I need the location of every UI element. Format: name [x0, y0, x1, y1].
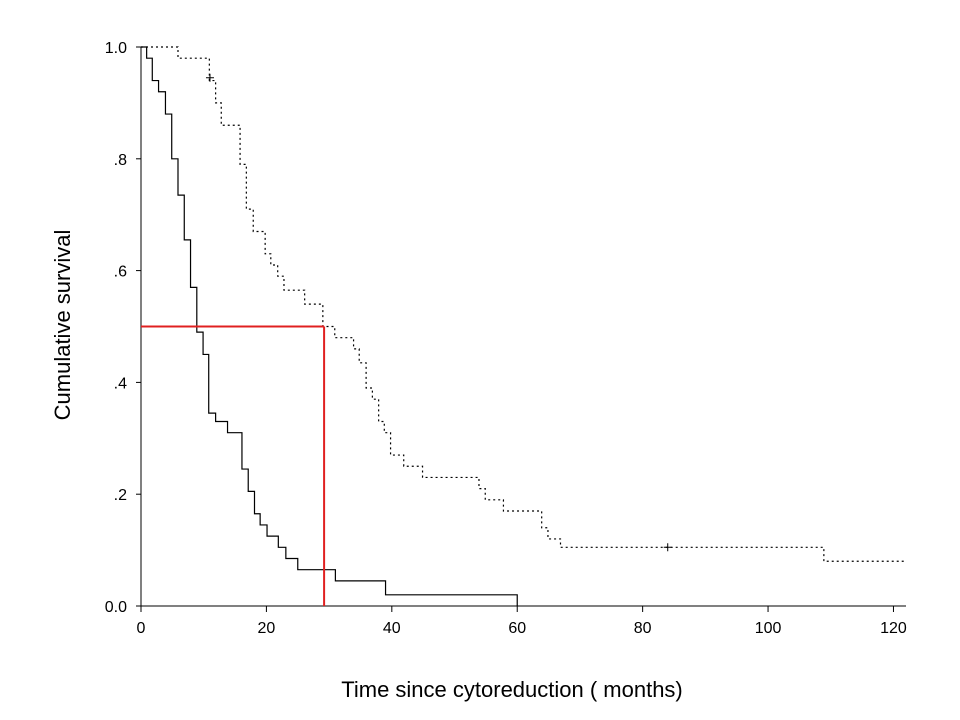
- y-axis-title: Cumulative survival: [50, 230, 75, 421]
- x-tick-label: 60: [508, 620, 526, 637]
- x-tick-label: 40: [383, 620, 401, 637]
- x-tick-label: 0: [137, 620, 146, 637]
- x-tick-label: 80: [634, 620, 652, 637]
- x-tick-label: 20: [258, 620, 276, 637]
- x-tick-label: 120: [880, 620, 907, 637]
- y-tick-label: 0.0: [105, 599, 127, 616]
- axes: 0 20 40 60 80 100 120 0.0 .2 .4 .6 .8 1.0: [105, 40, 907, 637]
- censor-mark: [663, 543, 672, 552]
- y-tick-label: .6: [114, 264, 127, 281]
- y-tick-label: .4: [114, 375, 127, 392]
- x-tick-label: 100: [755, 620, 782, 637]
- series-solid-line: [141, 46, 518, 606]
- y-tick-label: 1.0: [105, 40, 127, 57]
- y-tick-label: .8: [114, 152, 127, 169]
- series-layer: [141, 46, 906, 606]
- y-tick-label: .2: [114, 487, 127, 504]
- series-dotted-line: [141, 46, 906, 562]
- reference-lines: [141, 325, 326, 606]
- censor-mark: [205, 73, 214, 82]
- x-axis-title: Time since cytoreduction ( months): [341, 677, 683, 702]
